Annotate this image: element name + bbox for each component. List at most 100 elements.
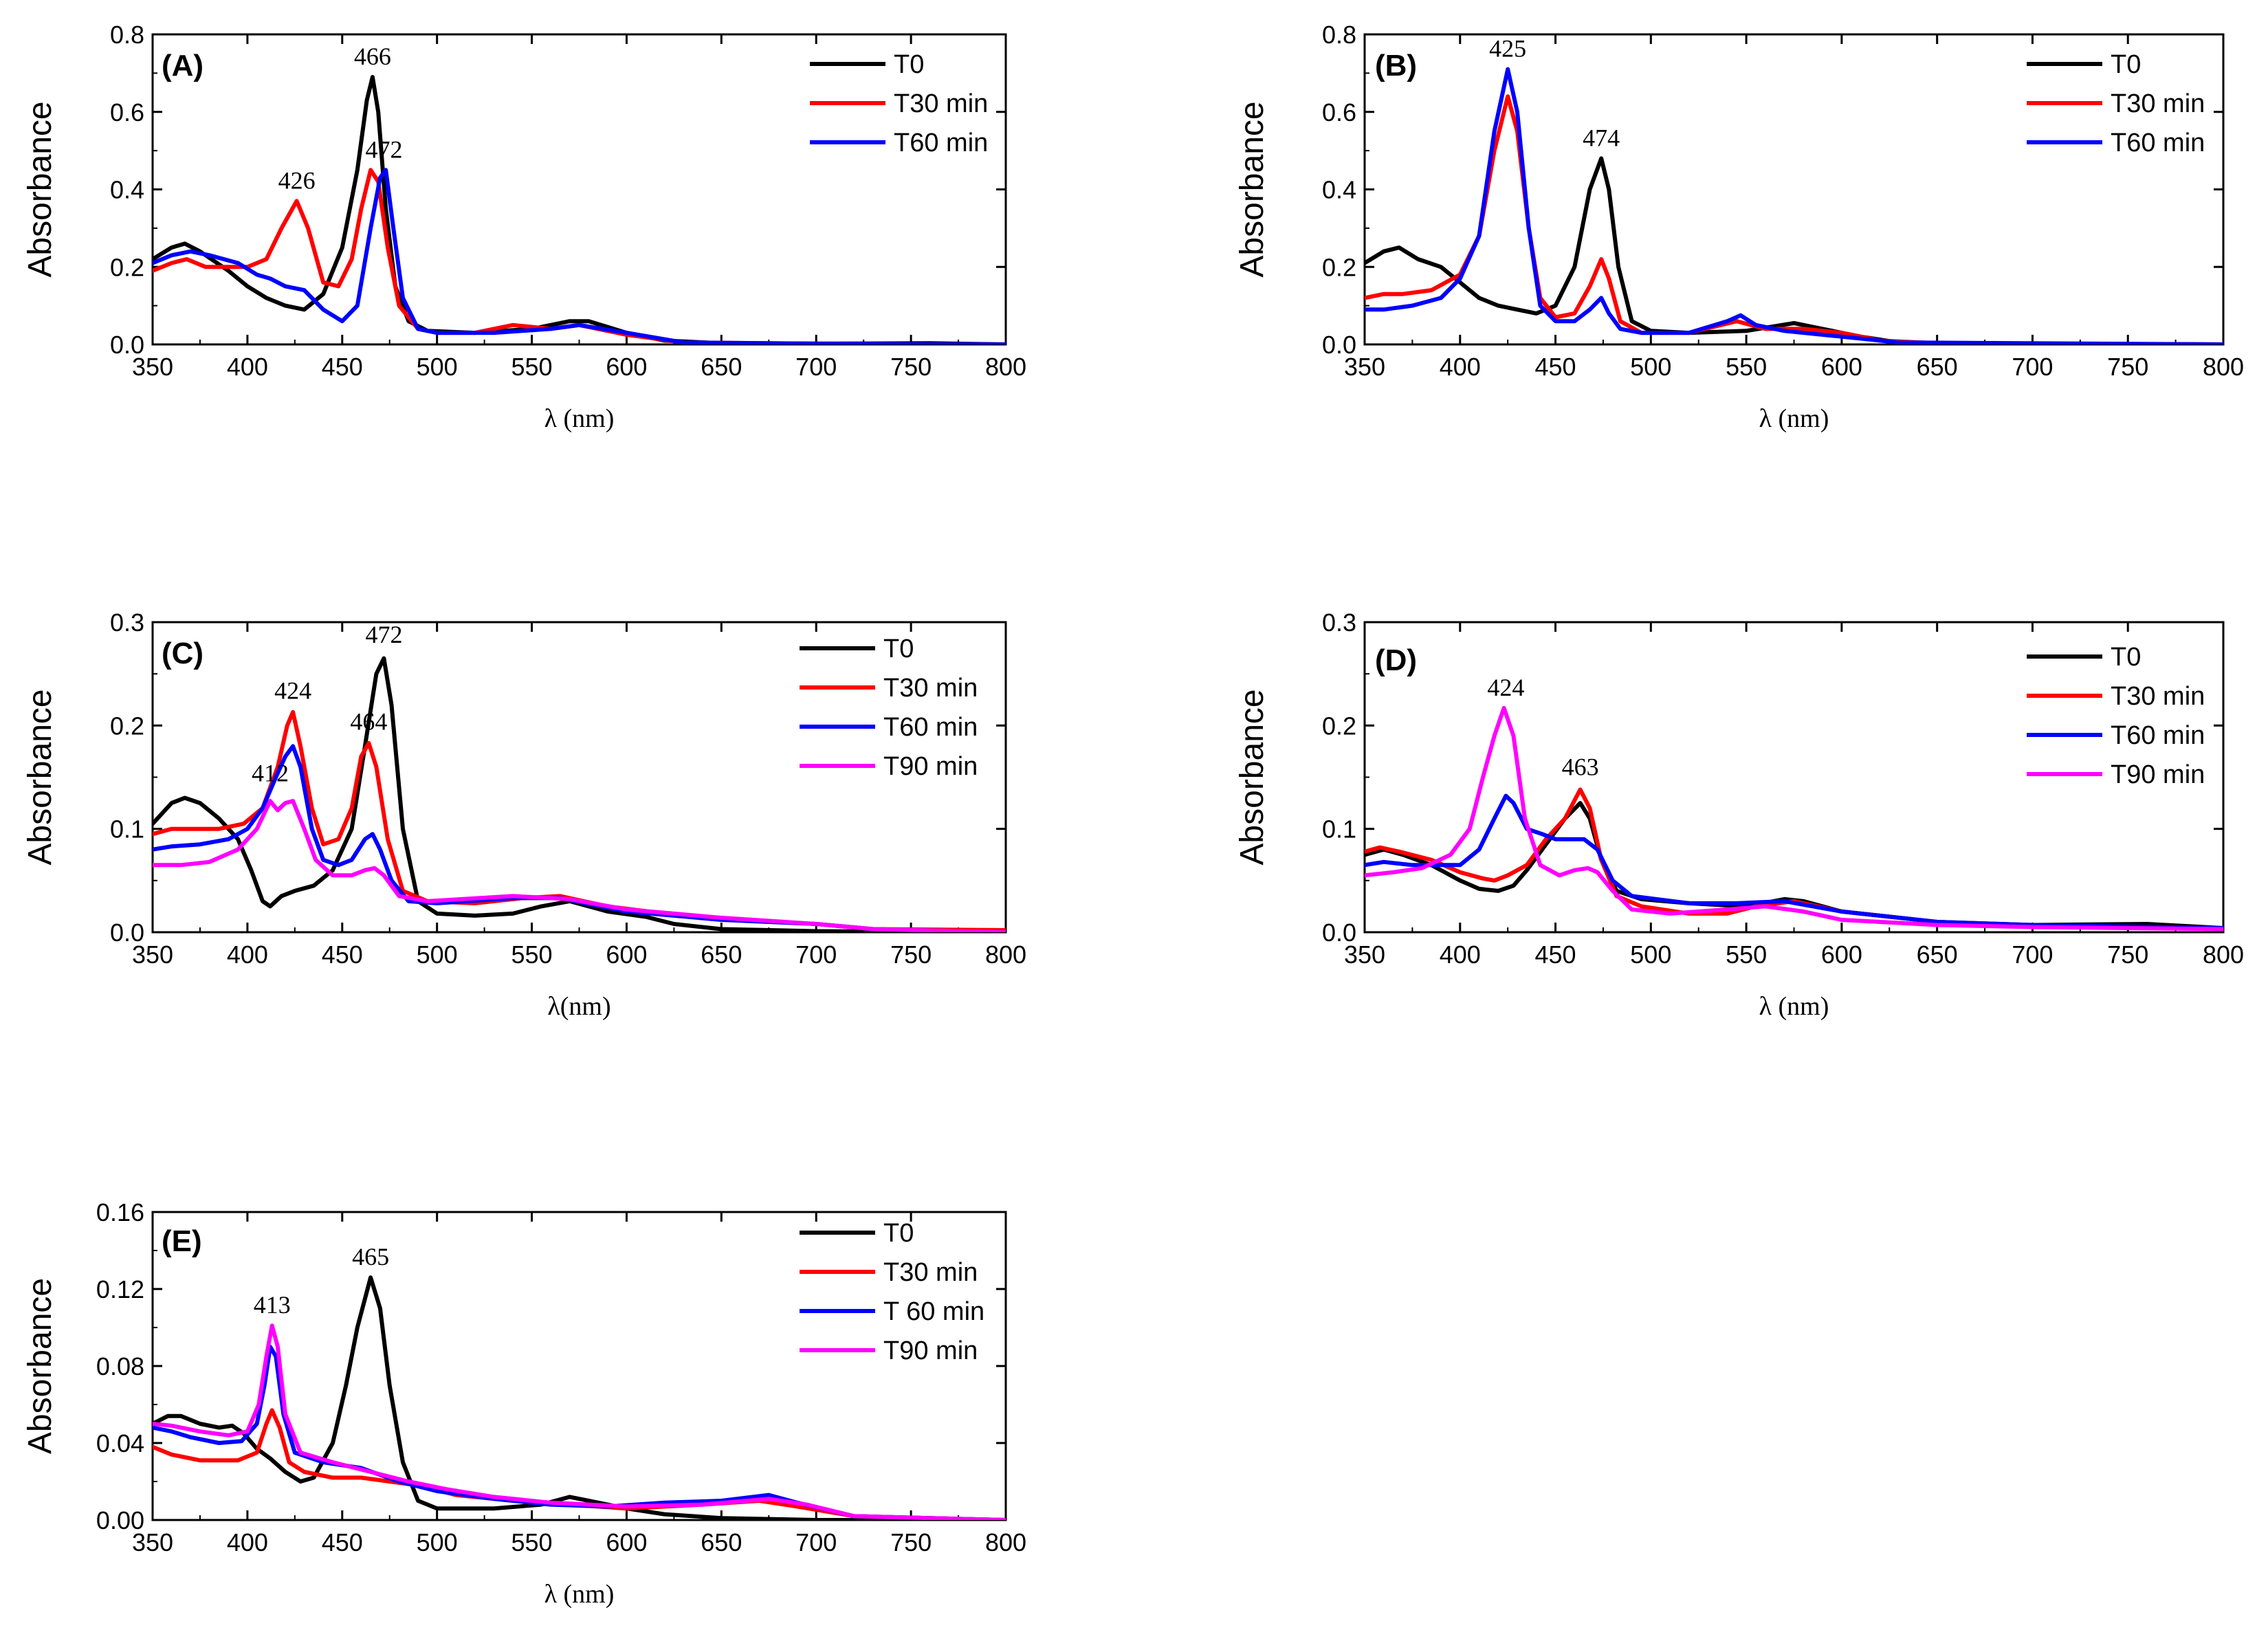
x-tick-label: 650 [701, 353, 742, 381]
x-tick-label: 550 [511, 940, 553, 969]
x-tick-label: 700 [2012, 353, 2053, 381]
legend-label: T60 min [2111, 129, 2205, 157]
chart-panel-a: 350 400 450 500 550 600 650 700 750 800 0.0 0.2 0.4 0… [22, 21, 1026, 433]
legend-label: T0 [2111, 50, 2141, 79]
x-tick-label: 750 [890, 353, 932, 381]
y-tick-label: 0.08 [96, 1352, 144, 1380]
x-tick-label: 400 [227, 940, 268, 969]
peak-annotation: 466 [354, 43, 391, 70]
chart-panel-b: 350 400 450 500 550 600 650 700 750 800 0.0 0.2 0.4 0… [1234, 21, 2244, 433]
legend-label: T0 [2111, 643, 2141, 672]
legend-label: T60 min [2111, 721, 2205, 750]
legend-label: T30 min [2111, 682, 2205, 711]
y-tick-label: 0.6 [1322, 98, 1356, 126]
plot-frame [1363, 621, 2225, 934]
y-tick-label: 0.16 [96, 1198, 144, 1226]
x-tick-label: 800 [985, 353, 1026, 381]
legend-label: T0 [883, 635, 914, 663]
x-tick-label: 800 [985, 940, 1026, 969]
x-tick-label: 500 [417, 1528, 458, 1556]
x-tick-label: 500 [417, 940, 458, 969]
x-tick-label: 600 [1821, 353, 1862, 381]
y-tick-label: 0.1 [1322, 815, 1356, 844]
series-line-t30min [153, 1408, 1006, 1520]
series-line-t60min [1365, 793, 2223, 930]
chart-panel-e: 350 400 450 500 550 600 650 700 750 800 0.00 0.04 0.… [22, 1198, 1026, 1609]
x-tick-label: 450 [1535, 353, 1576, 381]
chart-panel-c: 350 400 450 500 550 600 650 700 750 800 0.0 0.1 0.2 0… [22, 608, 1026, 1021]
peak-annotation: 425 [1489, 35, 1526, 63]
x-tick-label: 500 [1630, 940, 1671, 969]
peak-annotation: 464 [350, 707, 387, 735]
y-axis-label: Absorbance [22, 689, 58, 865]
legend-label: T90 min [883, 1336, 978, 1365]
y-axis-label: Absorbance [1234, 101, 1270, 277]
legend-label: T30 min [894, 89, 988, 118]
panel-label: (C) [162, 637, 203, 670]
peak-annotation: 424 [1487, 674, 1524, 701]
y-tick-label: 0.4 [1322, 176, 1356, 204]
y-axis-label: Absorbance [1234, 689, 1270, 865]
panel-label: (E) [162, 1224, 202, 1258]
series-line-t0 [153, 1275, 1006, 1520]
series-line-t90min [153, 799, 1006, 932]
y-tick-label: 0.12 [96, 1275, 144, 1303]
legend-label: T30 min [883, 674, 978, 703]
y-axis-label: Absorbance [22, 101, 58, 277]
x-tick-label: 350 [1344, 940, 1385, 969]
x-tick-label: 600 [1821, 940, 1862, 969]
y-tick-label: 0.0 [1322, 331, 1356, 359]
x-tick-label: 700 [795, 940, 837, 969]
legend-label: T90 min [883, 752, 978, 781]
legend-label: T30 min [883, 1258, 978, 1287]
peak-annotation: 426 [278, 166, 316, 194]
x-tick-label: 750 [2107, 353, 2148, 381]
x-tick-label: 800 [985, 1528, 1026, 1556]
legend-label: T60 min [894, 129, 988, 157]
x-tick-label: 750 [2107, 940, 2148, 969]
x-tick-label: 350 [132, 1528, 173, 1556]
x-tick-label: 400 [227, 1528, 268, 1556]
x-tick-label: 400 [1440, 940, 1481, 969]
x-tick-label: 650 [701, 1528, 742, 1556]
x-tick-label: 600 [606, 353, 647, 381]
x-tick-label: 700 [795, 1528, 837, 1556]
legend-label: T 60 min [883, 1297, 984, 1326]
y-tick-label: 0.3 [1322, 608, 1356, 637]
x-tick-label: 400 [1440, 353, 1481, 381]
x-tick-label: 450 [322, 353, 363, 381]
legend-label: T30 min [2111, 89, 2205, 118]
y-tick-label: 0.0 [110, 918, 144, 947]
x-tick-label: 650 [1917, 353, 1958, 381]
x-tick-label: 550 [511, 1528, 553, 1556]
legend-label: T0 [894, 50, 924, 79]
legend-label: T60 min [883, 713, 978, 742]
series-line-t0 [153, 75, 1006, 344]
peak-annotation: 413 [254, 1291, 291, 1319]
peak-annotation: 472 [365, 621, 402, 648]
series-line-t0 [1365, 156, 2223, 344]
peak-annotation: 465 [352, 1243, 389, 1270]
series-line-t30min [153, 168, 1006, 344]
plot-frame [1363, 33, 2225, 346]
x-tick-label: 450 [322, 940, 363, 969]
x-tick-label: 350 [132, 940, 173, 969]
x-axis-label: λ (nm) [1759, 992, 1829, 1021]
x-tick-label: 550 [1726, 940, 1767, 969]
series-line-t90min [1365, 705, 2223, 932]
panel-label: (A) [162, 49, 203, 82]
y-tick-label: 0.2 [110, 253, 144, 281]
x-tick-label: 400 [227, 353, 268, 381]
y-tick-label: 0.8 [110, 21, 144, 49]
y-tick-label: 0.04 [96, 1429, 144, 1457]
series-line-t0 [153, 656, 1006, 932]
legend-label: T0 [883, 1219, 914, 1248]
y-tick-label: 0.4 [110, 176, 144, 204]
x-tick-label: 500 [1630, 353, 1671, 381]
x-tick-label: 500 [417, 353, 458, 381]
peak-annotation: 412 [252, 760, 289, 787]
x-tick-label: 650 [1917, 940, 1958, 969]
x-tick-label: 350 [1344, 353, 1385, 381]
chart-panel-d: 350 400 450 500 550 600 650 700 750 800 0.0 0.1 0.2 0… [1234, 608, 2244, 1021]
